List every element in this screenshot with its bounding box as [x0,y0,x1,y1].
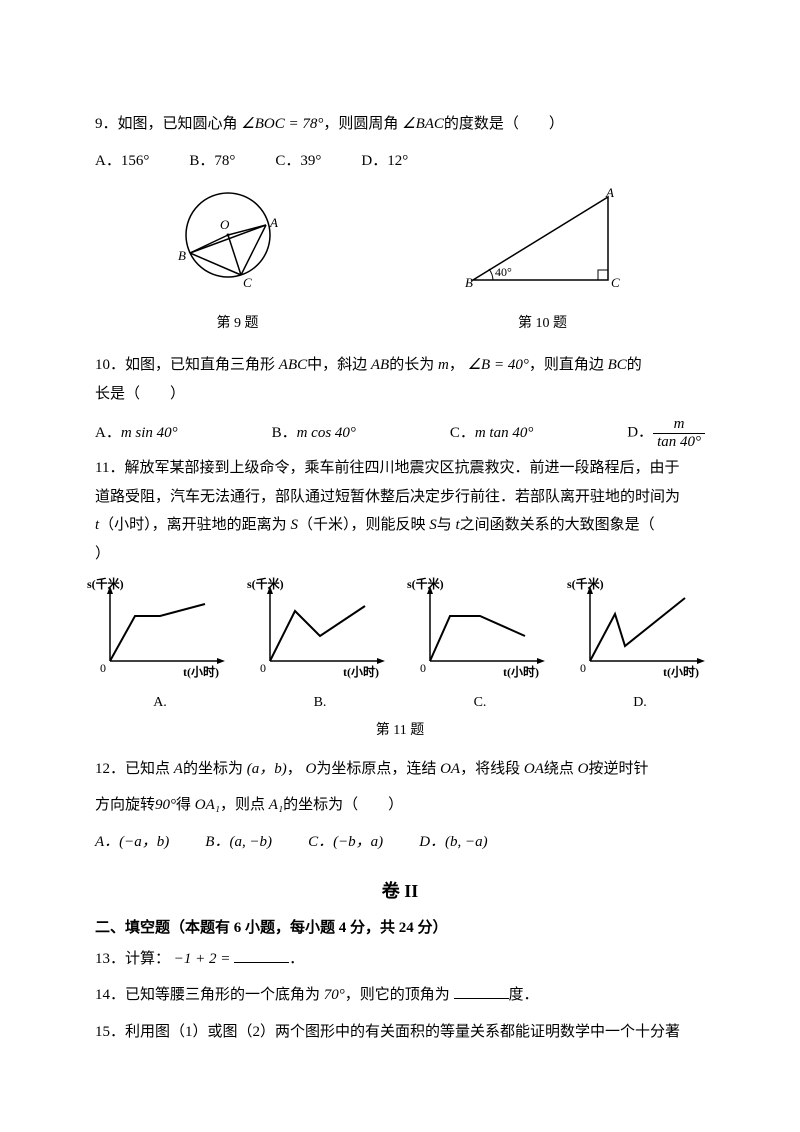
figure-9: O A B C 第 9 题 [168,185,308,337]
q10-opt-c: C．m tan 40° [450,419,534,448]
fig9-caption: 第 9 题 [168,311,308,338]
q9-t3: 的度数是（ ） [444,116,564,132]
svg-text:0: 0 [100,661,106,675]
question-10: 10．如图，已知直角三角形 ABC中，斜边 AB的长为 m， ∠B = 40°，… [95,351,705,408]
svg-text:C: C [243,275,252,290]
svg-text:A: A [605,185,614,200]
q10-opt-a: A．m sin 40° [95,419,178,448]
svg-text:t(小时): t(小时) [503,664,539,679]
q15-num: 15． [95,1024,125,1040]
svg-text:s(千米): s(千米) [87,576,124,591]
q12-opt-c: C．(−b，a) [308,828,383,857]
svg-text:O: O [220,217,230,232]
question-12-line2: 方向旋转90°得 OA₁，则点 A₁的坐标为（ ） [95,791,705,820]
line-chart-icon: s(千米) 0 t(小时) [245,576,395,681]
svg-text:0: 0 [260,661,266,675]
svg-text:s(千米): s(千米) [247,576,284,591]
question-9: 9．如图，已知圆心角 ∠BOC = 78°，则圆周角 ∠BAC的度数是（ ） [95,110,705,139]
svg-text:s(千米): s(千米) [567,576,604,591]
svg-text:A: A [269,215,278,230]
q12-opt-a: A．(−a，b) [95,828,169,857]
q12-num: 12． [95,761,125,777]
q9-opt-b: B．78° [189,147,235,176]
svg-text:s(千米): s(千米) [407,576,444,591]
q9-opt-a: A．156° [95,147,149,176]
exam-page: 9．如图，已知圆心角 ∠BOC = 78°，则圆周角 ∠BAC的度数是（ ） A… [0,0,800,1114]
q9-angle-boc: ∠BOC = 78° [241,116,323,132]
line-chart-icon: s(千米) 0 t(小时) [405,576,555,681]
graph-d: s(千米) 0 t(小时) D. [565,576,715,716]
q9-angle-bac: ∠BAC [402,116,444,132]
q13-num: 13． [95,951,125,967]
svg-text:0: 0 [580,661,586,675]
question-13: 13．计算： −1 + 2 = ． [95,945,705,974]
q9-t1: 如图，已知圆心角 [118,116,238,132]
svg-text:0: 0 [420,661,426,675]
q10-opt-d: D．mtan 40° [627,416,705,450]
section-2-title: 卷 II [95,874,705,908]
q12-opt-b: B．(a, −b) [205,828,272,857]
right-triangle-icon: 40° A B C [453,185,633,300]
svg-text:t(小时): t(小时) [183,664,219,679]
question-15: 15．利用图（1）或图（2）两个图形中的有关面积的等量关系都能证明数学中一个十分… [95,1018,705,1047]
blank-input[interactable] [234,947,289,963]
q9-t2: ，则圆周角 [323,116,398,132]
q10-options: A．m sin 40° B．m cos 40° C．m tan 40° D．mt… [95,416,705,450]
svg-text:t(小时): t(小时) [663,664,699,679]
svg-text:B: B [465,275,473,290]
figure-10: 40° A B C 第 10 题 [453,185,633,337]
graph-c: s(千米) 0 t(小时) C. [405,576,555,716]
svg-text:40°: 40° [495,265,512,279]
question-11: 11．解放军某部接到上级命令，乘车前往四川地震灾区抗震救灾．前进一段路程后，由于… [95,454,705,568]
graph-a: s(千米) 0 t(小时) A. [85,576,235,716]
svg-text:t(小时): t(小时) [343,664,379,679]
q9-num: 9． [95,116,118,132]
circle-diagram-icon: O A B C [168,185,308,300]
question-14: 14．已知等腰三角形的一个底角为 70°，则它的顶角为 度． [95,981,705,1010]
figure-row-9-10: O A B C 第 9 题 40° A B C 第 10 题 [95,185,705,337]
q12-opt-d: D．(b, −a) [419,828,487,857]
svg-text:B: B [178,248,186,263]
q14-num: 14． [95,987,125,1003]
line-chart-icon: s(千米) 0 t(小时) [85,576,235,681]
q9-opt-d: D．12° [361,147,408,176]
question-12: 12．已知点 A的坐标为 (a，b)， O为坐标原点，连结 OA，将线段 OA绕… [95,755,705,784]
q12-options: A．(−a，b) B．(a, −b) C．(−b，a) D．(b, −a) [95,828,705,857]
q10-num: 10． [95,357,125,373]
q10-opt-b: B．m cos 40° [272,419,356,448]
q11-graphs: s(千米) 0 t(小时) A. s(千米) 0 t(小时) [85,576,715,716]
fig10-caption: 第 10 题 [453,311,633,338]
q11-num: 11． [95,460,124,476]
q11-caption: 第 11 题 [95,718,705,745]
blank-input[interactable] [454,983,509,999]
svg-text:C: C [611,275,620,290]
q9-opt-c: C．39° [275,147,321,176]
q9-options: A．156° B．78° C．39° D．12° [95,147,705,176]
graph-b: s(千米) 0 t(小时) B. [245,576,395,716]
section-2-head: 二、填空题（本题有 6 小题，每小题 4 分，共 24 分） [95,914,705,943]
line-chart-icon: s(千米) 0 t(小时) [565,576,715,681]
